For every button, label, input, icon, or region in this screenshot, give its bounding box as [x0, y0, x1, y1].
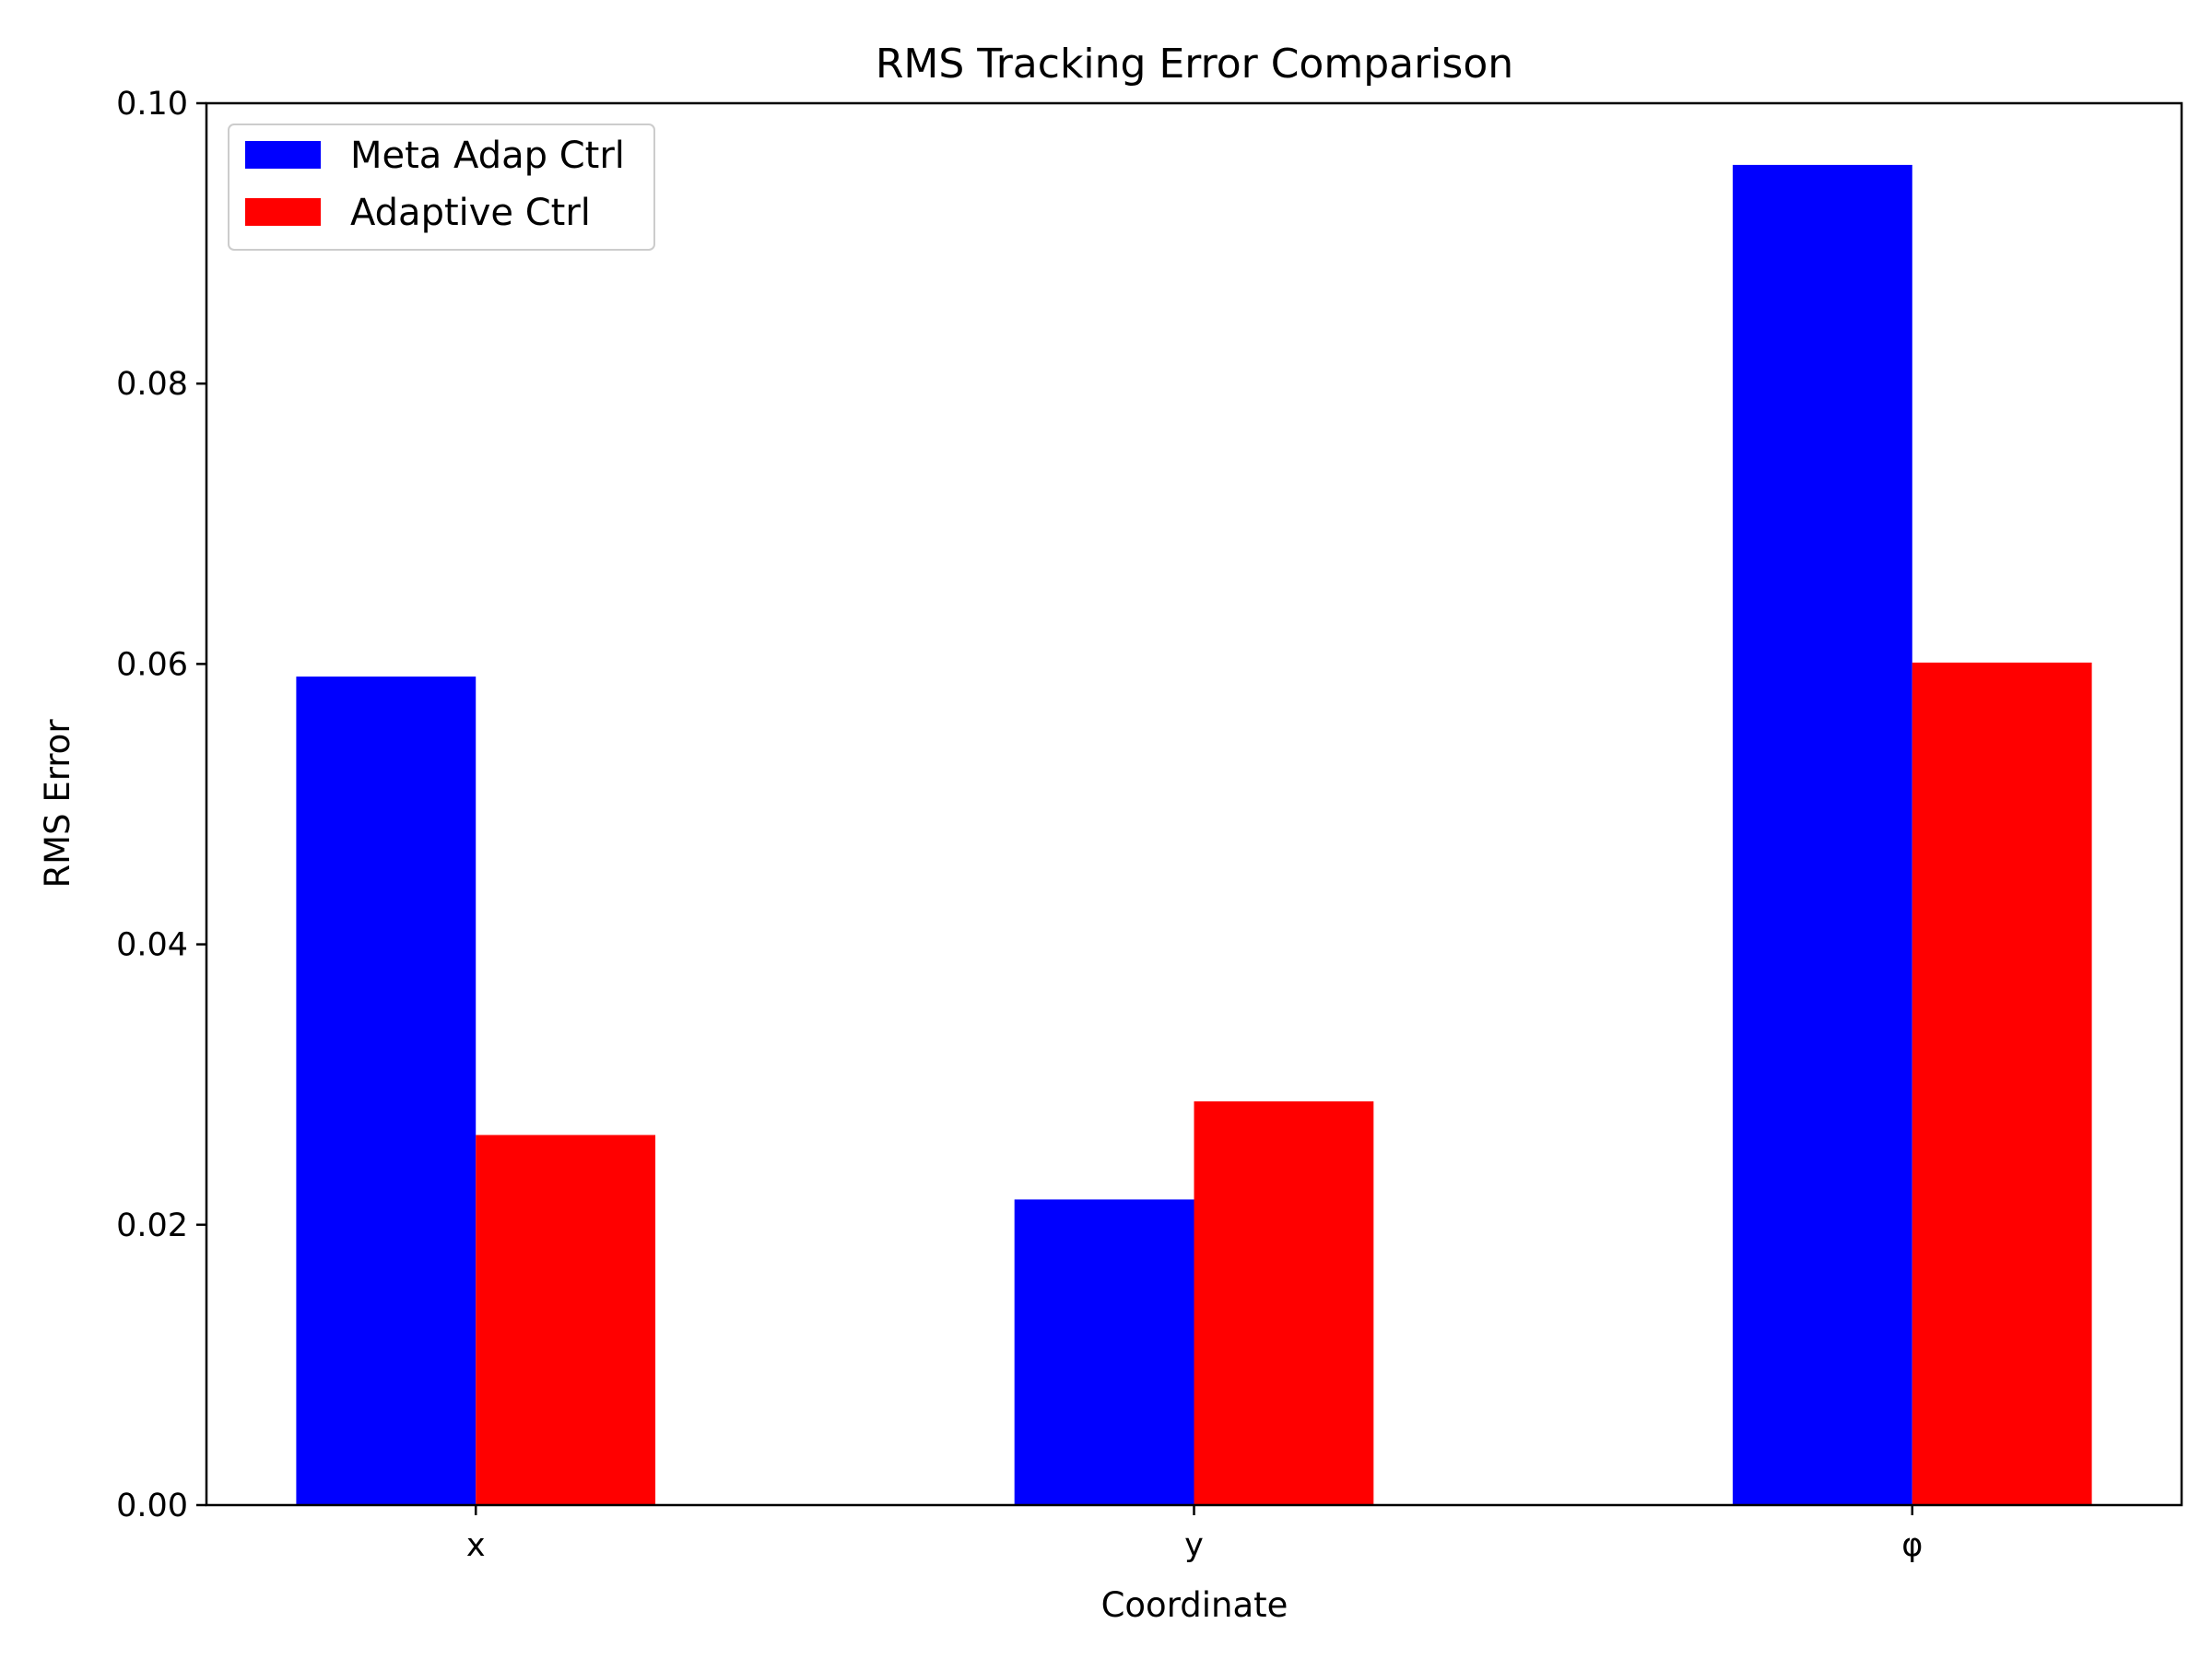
- legend-swatch-meta-adap-ctrl: [245, 141, 321, 169]
- bar-meta-adap-ctrl-cat2: [1732, 164, 1912, 1505]
- bar-meta-adap-ctrl-y: [1014, 1199, 1194, 1505]
- legend-frame: [228, 124, 655, 251]
- bar-meta-adap-ctrl-x: [296, 677, 477, 1505]
- x-tick-label-y: y: [1184, 1527, 1204, 1564]
- ticks-layer: x y φ 0.00 0.02 0.04 0.06 0.08 0.10: [116, 86, 1923, 1564]
- bar-adaptive-ctrl-cat2: [1912, 662, 2092, 1505]
- y-axis-label: RMS Error: [38, 719, 77, 888]
- y-tick-label-3: 0.06: [116, 646, 188, 683]
- bar-adaptive-ctrl-x: [476, 1135, 656, 1505]
- x-tick-label-x: x: [466, 1527, 486, 1564]
- legend-label-meta-adap-ctrl: Meta Adap Ctrl: [350, 135, 625, 177]
- y-tick-label-1: 0.02: [116, 1207, 188, 1244]
- legend-label-adaptive-ctrl: Adaptive Ctrl: [350, 192, 591, 234]
- axes-frame: [205, 101, 2183, 1507]
- y-tick-label-4: 0.08: [116, 366, 188, 403]
- bars-layer: [296, 164, 2092, 1505]
- y-tick-label-5: 0.10: [116, 86, 188, 123]
- legend-swatch-adaptive-ctrl: [245, 198, 321, 226]
- y-tick-label-2: 0.04: [116, 927, 188, 964]
- legend: Meta Adap Ctrl Adaptive Ctrl: [228, 124, 655, 251]
- chart-title: RMS Tracking Error Comparison: [876, 41, 1513, 88]
- plot-area: x y φ 0.00 0.02 0.04 0.06 0.08 0.10: [116, 86, 2183, 1564]
- bar-adaptive-ctrl-y: [1194, 1100, 1374, 1505]
- x-tick-label-cat2: φ: [1901, 1527, 1923, 1564]
- x-axis-label: Coordinate: [1101, 1585, 1288, 1625]
- y-tick-label-0: 0.00: [116, 1488, 188, 1524]
